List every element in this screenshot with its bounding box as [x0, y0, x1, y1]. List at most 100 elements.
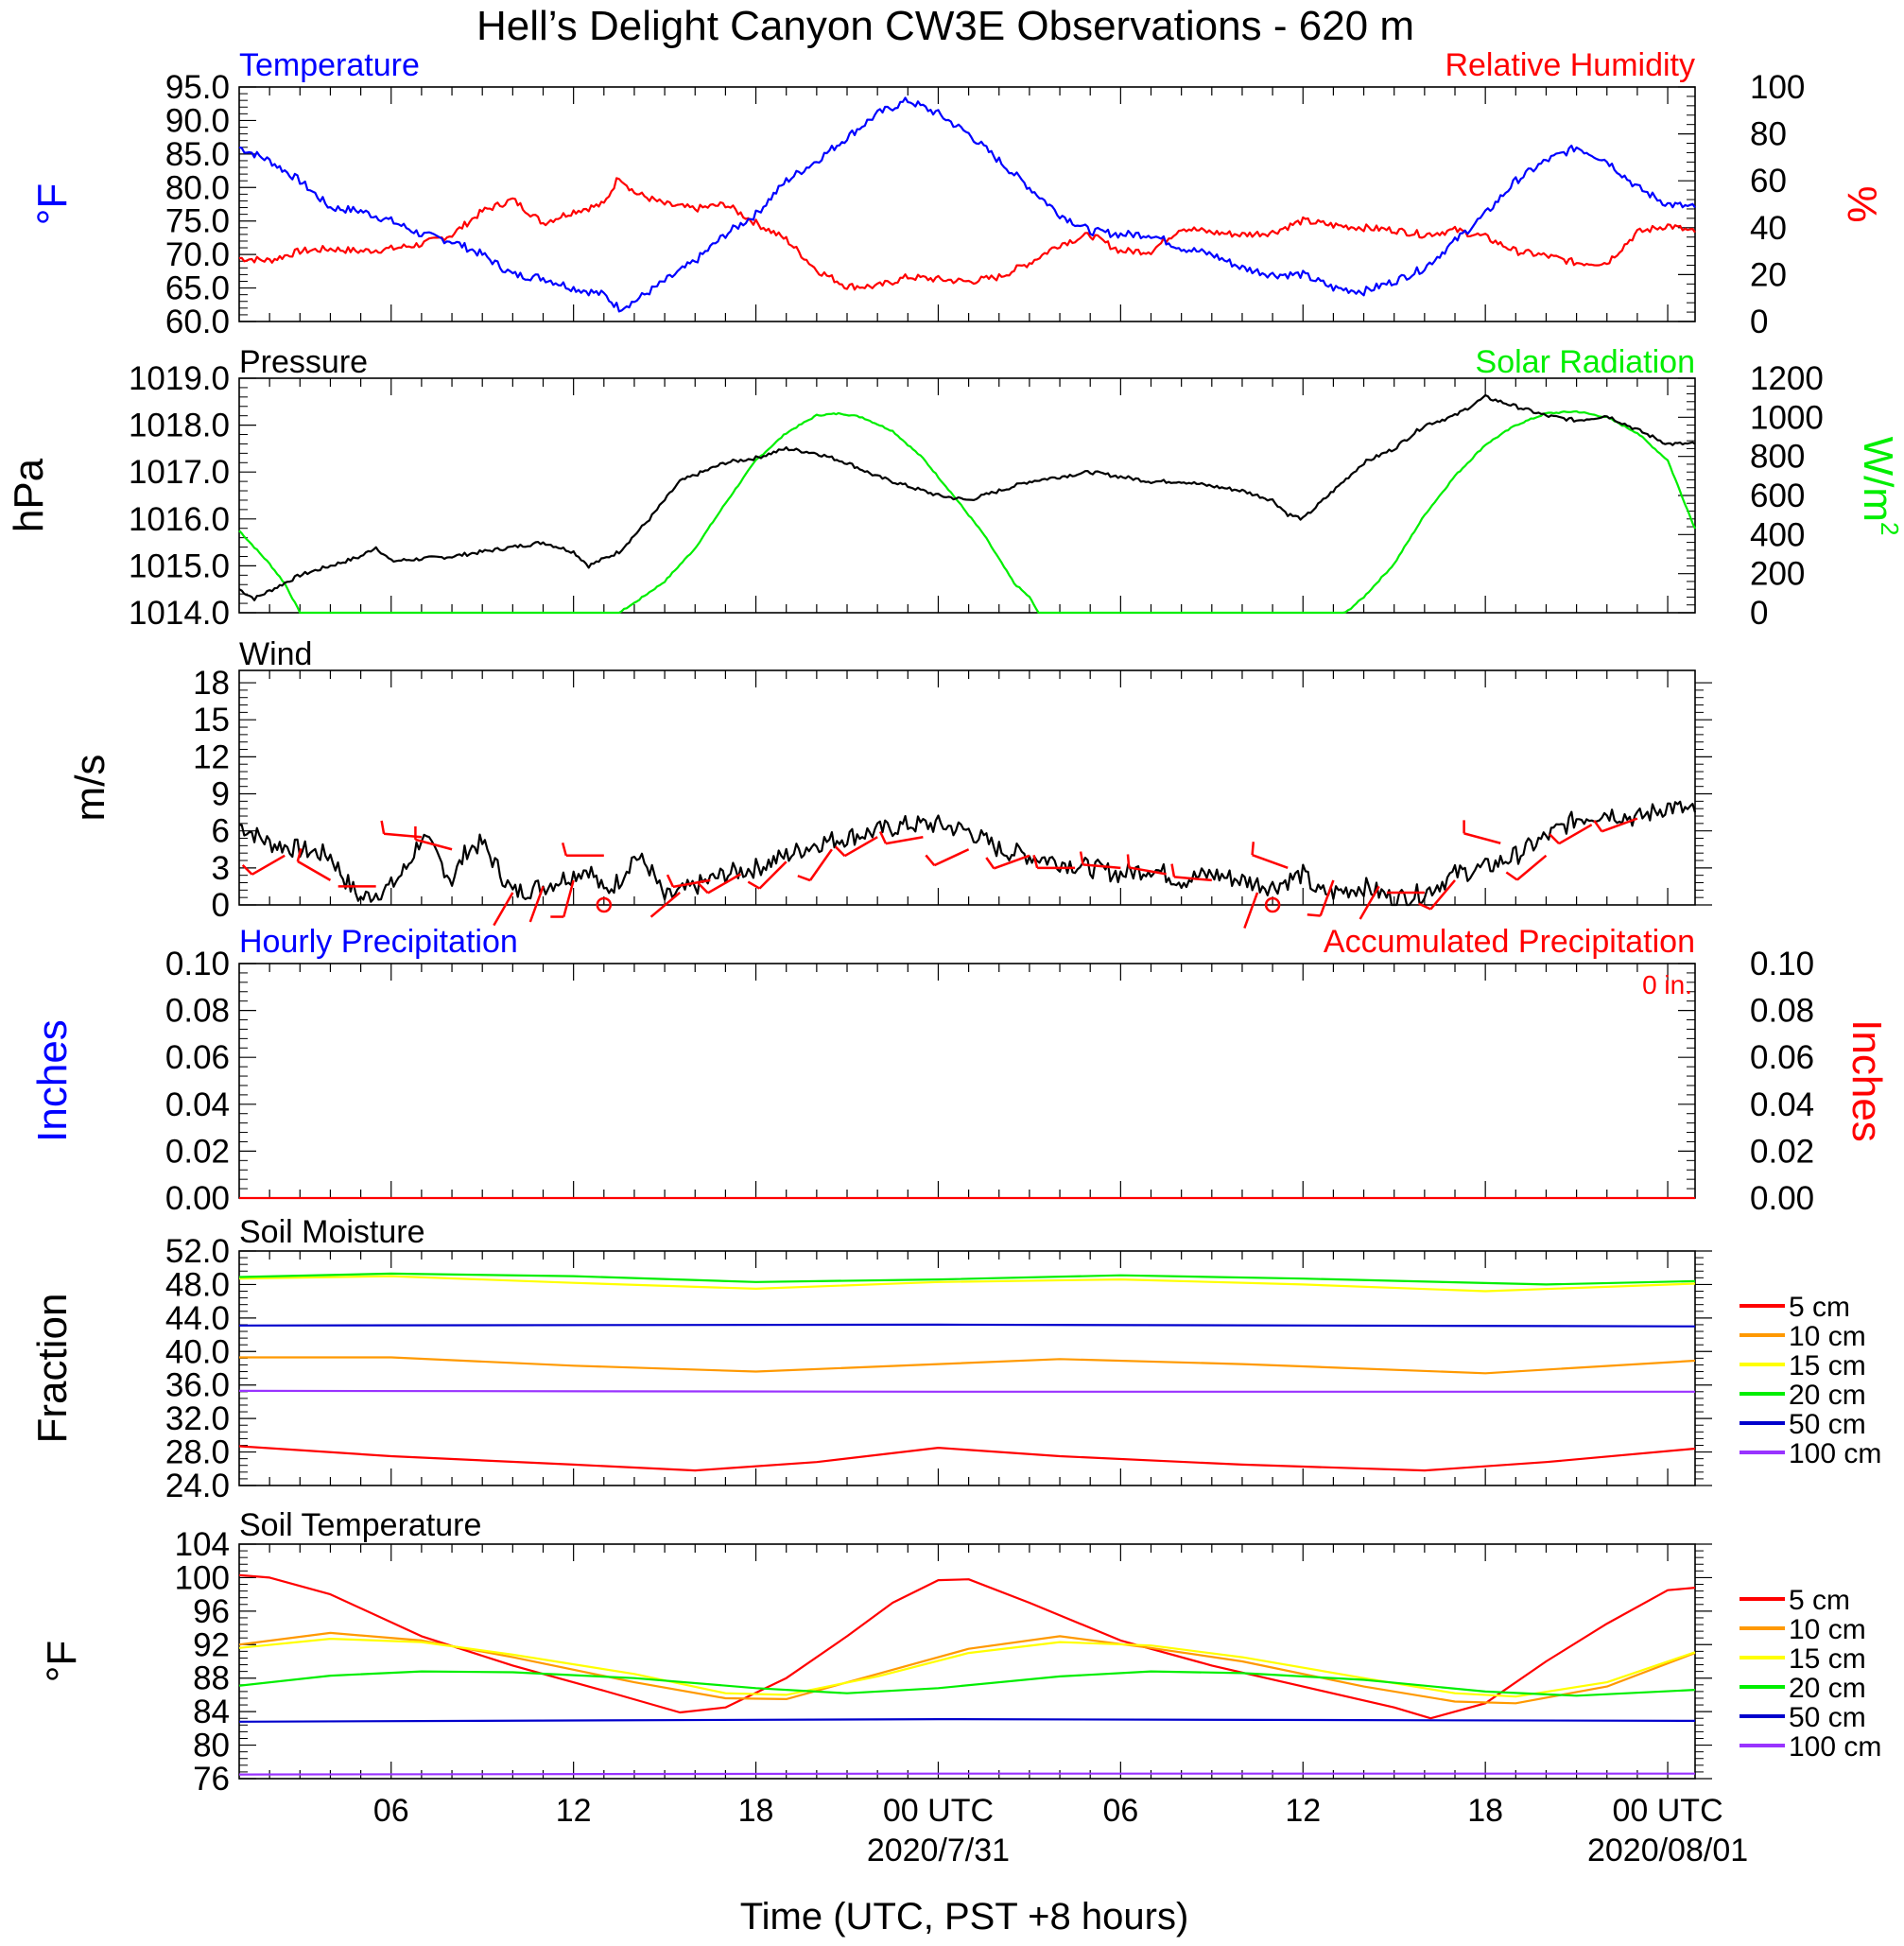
wind-barb	[672, 878, 711, 889]
pressure-title: Pressure	[239, 344, 368, 380]
wind-barb	[1359, 885, 1380, 920]
left-y-tick-label: 100	[175, 1559, 230, 1596]
x-date-label: 2020/08/01	[1587, 1833, 1748, 1868]
wind-barb	[1516, 854, 1548, 881]
wind-barb-flag	[834, 845, 846, 858]
left-y-tick-label: 92	[193, 1626, 230, 1663]
left-y-tick-label: 80	[193, 1728, 230, 1764]
temperature-title: Temperature	[239, 47, 420, 83]
plot-frame	[238, 377, 1696, 614]
pressure-unit: hPa	[6, 458, 52, 532]
right-y-tick-label: 100	[1750, 69, 1805, 106]
x-tick-label: 12	[556, 1793, 592, 1829]
legend-label: 15 cm	[1789, 1350, 1866, 1381]
soil-moisture-unit: Fraction	[29, 1294, 76, 1444]
right-y-tick-label: 0.00	[1750, 1180, 1814, 1217]
soil-moisture-5cm	[238, 1445, 1696, 1472]
x-tick-label: 18	[738, 1793, 774, 1829]
plot-frame	[238, 86, 1696, 322]
left-y-tick-label: 90.0	[165, 102, 230, 139]
wind-barb	[1558, 824, 1593, 845]
wind-barb	[993, 854, 1030, 870]
left-y-tick-label: 6	[212, 813, 230, 850]
left-y-tick-label: 18	[193, 665, 230, 702]
wind-barb	[528, 885, 545, 923]
x-tick-label: 06	[1102, 1793, 1138, 1829]
left-y-tick-label: 40.0	[165, 1333, 230, 1370]
legend-label: 20 cm	[1789, 1380, 1866, 1411]
left-y-tick-label: 36.0	[165, 1367, 230, 1404]
right-y-tick-label: 1000	[1750, 399, 1824, 436]
legend-label: 20 cm	[1789, 1673, 1866, 1704]
left-y-tick-label: 1017.0	[129, 454, 230, 491]
legend-label: 100 cm	[1789, 1731, 1881, 1763]
plot-frame	[238, 1250, 1696, 1486]
wind-barb-flag	[1251, 842, 1255, 856]
legend-label: 10 cm	[1789, 1614, 1866, 1645]
right-y-tick-label: 0.06	[1750, 1039, 1814, 1076]
wind-barb-flag	[1170, 863, 1176, 877]
left-y-tick-label: 104	[175, 1526, 230, 1563]
wind-barb-flag	[747, 880, 761, 890]
wind-barb	[758, 860, 788, 890]
right-y-tick-label: 200	[1750, 556, 1805, 593]
left-y-tick-label: 96	[193, 1593, 230, 1630]
plot-frame	[238, 669, 1696, 906]
hourly-precip-title: Hourly Precipitation	[239, 924, 518, 960]
wind-barb	[1128, 866, 1167, 876]
wind-barb	[649, 891, 681, 918]
right-y-tick-label: 0.10	[1750, 946, 1814, 982]
wind-barb-flag	[1126, 854, 1131, 868]
left-y-tick-label: 60.0	[165, 304, 230, 340]
soil-temp-15cm	[238, 1638, 1696, 1698]
pressure-line	[238, 393, 1696, 601]
right-y-tick-label: 80	[1750, 116, 1787, 153]
left-y-tick-label: 0.10	[165, 946, 230, 982]
soil-moisture-100cm	[238, 1389, 1695, 1393]
right-y-tick-label: 400	[1750, 516, 1805, 553]
right-y-tick-label: 0.04	[1750, 1086, 1814, 1123]
wind-barb	[707, 873, 742, 895]
wind-barb-flag	[296, 848, 303, 862]
wind-barb-flag	[985, 857, 995, 870]
legend-label: 5 cm	[1789, 1585, 1850, 1616]
left-y-tick-label: 0.02	[165, 1133, 230, 1170]
soil-moisture-50cm	[238, 1323, 1696, 1328]
right-y-tick-label: 800	[1750, 439, 1805, 476]
left-y-tick-label: 70.0	[165, 236, 230, 273]
left-y-tick-label: 44.0	[165, 1300, 230, 1337]
left-y-tick-label: 24.0	[165, 1468, 230, 1504]
soil-temp-20cm	[238, 1670, 1696, 1697]
left-y-tick-label: 15	[193, 702, 230, 738]
x-tick-label: 00 UTC	[1612, 1793, 1722, 1829]
wind-unit: m/s	[67, 755, 113, 822]
x-date-label: 2020/7/31	[867, 1833, 1010, 1868]
precip-total-label: 0 in.	[1642, 970, 1692, 999]
wind-barb	[933, 848, 970, 867]
soil-moisture-title: Soil Moisture	[239, 1214, 425, 1250]
wind-barb	[251, 854, 286, 876]
wind-barb-flag	[1418, 902, 1431, 911]
wind-barb-flag	[925, 854, 936, 866]
wind-barb-flag	[241, 864, 253, 876]
wind-barb	[1252, 853, 1289, 870]
wind-barb-flag	[1307, 913, 1321, 917]
wind-barb-flag	[666, 874, 675, 888]
solar-title: Solar Radiation	[1476, 344, 1695, 380]
left-y-tick-label: 48.0	[165, 1266, 230, 1303]
left-y-tick-label: 1015.0	[129, 547, 230, 584]
wind-barb-flag	[561, 842, 568, 857]
left-y-tick-label: 65.0	[165, 270, 230, 307]
left-y-tick-label: 3	[212, 850, 230, 887]
wind-barb	[843, 836, 878, 858]
solar-line	[238, 409, 1697, 615]
left-y-tick-label: 0.00	[165, 1180, 230, 1217]
left-y-tick-label: 12	[193, 738, 230, 775]
wind-barb	[1243, 892, 1259, 929]
wind-barb	[493, 892, 514, 927]
x-axis-label: Time (UTC, PST +8 hours)	[740, 1896, 1189, 1937]
wind-speed-line	[238, 800, 1697, 907]
left-y-tick-label: 0.08	[165, 993, 230, 1030]
